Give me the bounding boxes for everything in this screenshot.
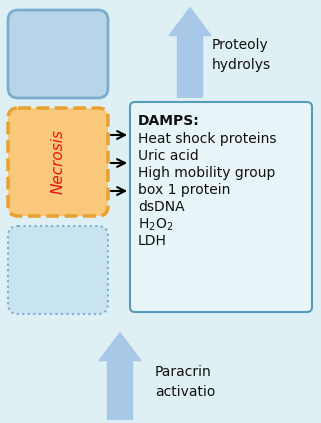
Text: Proteoly: Proteoly xyxy=(212,38,269,52)
Text: hydrolys: hydrolys xyxy=(212,58,271,72)
Text: Heat shock proteins: Heat shock proteins xyxy=(138,132,276,146)
Text: High mobility group: High mobility group xyxy=(138,166,275,180)
FancyBboxPatch shape xyxy=(8,10,108,98)
Text: box 1 protein: box 1 protein xyxy=(138,183,230,197)
Text: H$_2$O$_2$: H$_2$O$_2$ xyxy=(138,217,173,233)
FancyBboxPatch shape xyxy=(8,108,108,216)
Text: dsDNA: dsDNA xyxy=(138,200,185,214)
Text: DAMPS:: DAMPS: xyxy=(138,114,200,128)
Text: LDH: LDH xyxy=(138,234,167,248)
FancyBboxPatch shape xyxy=(130,102,312,312)
FancyArrowPatch shape xyxy=(169,8,211,97)
Text: Uric acid: Uric acid xyxy=(138,149,199,163)
FancyBboxPatch shape xyxy=(8,226,108,314)
FancyArrowPatch shape xyxy=(99,333,141,419)
Text: Paracrin: Paracrin xyxy=(155,365,212,379)
Text: activatio: activatio xyxy=(155,385,215,399)
Text: Necrosis: Necrosis xyxy=(50,129,65,195)
